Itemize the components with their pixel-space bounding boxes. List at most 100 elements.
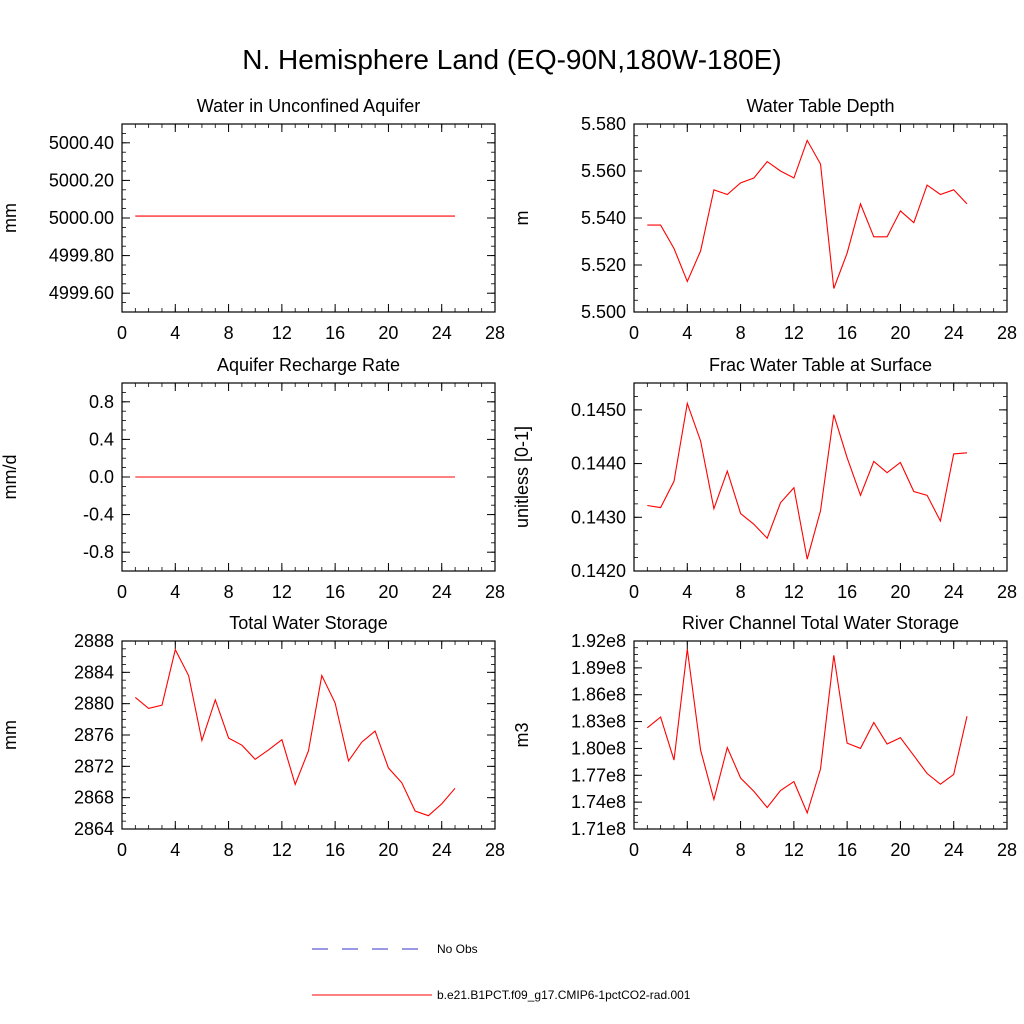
panel-title: Total Water Storage [229,613,387,633]
x-tick-label: 12 [784,323,804,343]
x-tick-label: 4 [682,582,692,602]
chart-panel-1: Water in Unconfined Aquifer mm 0 4 8 12 16 20 24… [0,96,505,343]
x-tick-label: 8 [224,582,234,602]
series-line-1 [134,648,456,817]
y-tick-label: 5.540 [581,208,626,228]
x-tick-label: 4 [170,582,180,602]
x-tick-label: 20 [378,323,398,343]
x-tick-label: 20 [890,323,910,343]
x-tick-label: 24 [944,840,964,860]
chart-panel-3: Aquifer Recharge Rate mm/d 0 4 8 12 16 20 24 28 -0… [0,355,505,602]
y-tick-label: 1.92e8 [571,631,626,651]
x-tick-label: 20 [378,840,398,860]
series-line-1 [646,649,968,815]
y-tick-label: 1.83e8 [571,712,626,732]
y-axis-label: mm [0,720,20,750]
x-tick-label: 8 [224,323,234,343]
y-tick-label: 2864 [74,819,114,839]
y-tick-label: 1.77e8 [571,765,626,785]
panel-title: Frac Water Table at Surface [709,355,932,375]
x-tick-label: 28 [485,582,505,602]
x-tick-label: 8 [736,840,746,860]
x-tick-label: 28 [485,323,505,343]
series-line-1 [647,401,968,560]
y-tick-label: 0.1440 [571,454,626,474]
legend-item-1: No Obs [312,942,478,956]
y-tick-label: 1.89e8 [571,658,626,678]
y-axis-label: mm [0,203,20,233]
x-tick-label: 28 [997,323,1017,343]
x-tick-label: 16 [837,582,857,602]
y-axis-label: mm/d [0,455,20,500]
panel-title: Water in Unconfined Aquifer [197,96,420,116]
x-tick-label: 16 [325,840,345,860]
x-tick-label: 16 [837,323,857,343]
y-tick-label: 0.8 [89,392,114,412]
chart-panel-5: Total Water Storage mm 0 4 8 12 16 20 24 28 2864 28… [0,613,505,860]
x-tick-label: 12 [272,582,292,602]
legend-label: b.e21.B1PCT.f09_g17.CMIP6-1pctCO2-rad.00… [437,988,691,1002]
x-tick-label: 12 [272,840,292,860]
y-tick-label: 4999.80 [49,246,114,266]
y-axis-label: m [512,211,532,226]
legend-item-2: b.e21.B1PCT.f09_g17.CMIP6-1pctCO2-rad.00… [312,988,691,1002]
x-tick-label: 24 [944,323,964,343]
x-tick-label: 20 [378,582,398,602]
y-tick-label: 1.80e8 [571,738,626,758]
x-tick-label: 8 [736,582,746,602]
y-tick-label: 5000.20 [49,170,114,190]
y-tick-label: 4999.60 [49,283,114,303]
x-tick-label: 20 [890,582,910,602]
y-tick-label: 2872 [74,756,114,776]
series-line-1 [647,139,968,289]
y-tick-label: 0.1420 [571,561,626,581]
x-tick-label: 8 [224,840,234,860]
y-tick-label: 0.1430 [571,507,626,527]
x-tick-label: 4 [682,840,692,860]
x-tick-label: 28 [997,582,1017,602]
x-tick-label: 24 [944,582,964,602]
x-tick-label: 28 [997,840,1017,860]
y-tick-label: 5.520 [581,255,626,275]
x-tick-label: 16 [837,840,857,860]
x-tick-label: 28 [485,840,505,860]
y-tick-label: 1.71e8 [571,819,626,839]
y-tick-label: -0.8 [83,542,114,562]
x-tick-label: 0 [117,323,127,343]
y-tick-label: 5.560 [581,161,626,181]
y-tick-label: 2876 [74,725,114,745]
y-tick-label: 0.4 [89,429,114,449]
panel-title: Water Table Depth [746,96,894,116]
x-tick-label: 0 [117,840,127,860]
y-tick-label: 5000.40 [49,133,114,153]
y-tick-label: 1.74e8 [571,792,626,812]
y-tick-label: 0.0 [89,467,114,487]
panel-title: River Channel Total Water Storage [682,613,959,633]
x-tick-label: 24 [432,840,452,860]
figure-title: N. Hemisphere Land (EQ-90N,180W-180E) [242,44,782,75]
x-tick-label: 8 [736,323,746,343]
x-tick-label: 0 [629,323,639,343]
panel-title: Aquifer Recharge Rate [217,355,400,375]
y-tick-label: 5.500 [581,302,626,322]
x-tick-label: 0 [629,840,639,860]
legend-label: No Obs [437,942,478,956]
x-tick-label: 4 [682,323,692,343]
x-tick-label: 4 [170,840,180,860]
chart-panel-4: Frac Water Table at Surface unitless [0-1… [512,355,1017,602]
x-tick-label: 12 [272,323,292,343]
x-tick-label: 4 [170,323,180,343]
y-tick-label: 2868 [74,788,114,808]
chart-panel-6: River Channel Total Water Storage m3 0 4 8 12… [512,613,1017,860]
y-tick-label: 2884 [74,662,114,682]
x-tick-label: 0 [117,582,127,602]
x-tick-label: 24 [432,582,452,602]
y-tick-label: 2888 [74,631,114,651]
x-tick-label: 12 [784,582,804,602]
y-tick-label: 5000.00 [49,208,114,228]
y-tick-label: 0.1450 [571,400,626,420]
y-tick-label: 5.580 [581,114,626,134]
y-tick-label: 2880 [74,694,114,714]
